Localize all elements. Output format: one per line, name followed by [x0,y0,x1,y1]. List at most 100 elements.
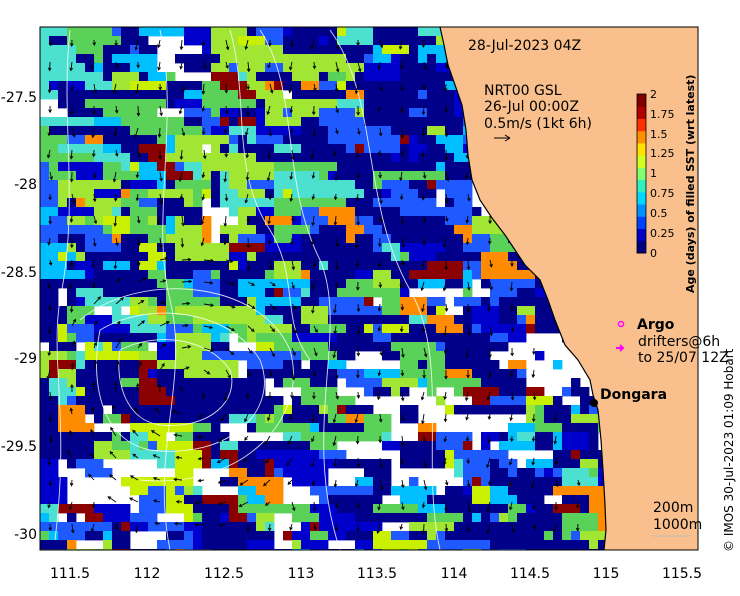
sst-pixel [418,36,428,46]
sst-pixel [463,261,473,271]
sst-pixel [247,369,257,379]
sst-pixel [274,459,284,469]
sst-pixel [85,531,95,541]
sst-pixel [202,504,212,514]
sst-pixel [373,477,383,487]
sst-pixel [490,378,500,388]
sst-pixel [445,261,455,271]
sst-pixel [247,513,257,523]
sst-pixel [472,315,482,325]
sst-pixel [454,486,464,496]
current-vector [69,39,74,48]
sst-pixel [94,171,104,181]
sst-pixel [202,135,212,145]
sst-pixel [436,144,446,154]
sst-pixel [301,36,311,46]
current-vector [355,281,360,291]
sst-pixel [130,414,140,424]
sst-pixel [166,324,176,334]
sst-pixel [436,54,446,64]
sst-pixel [148,261,158,271]
sst-pixel [67,369,77,379]
sst-pixel [400,450,410,460]
sst-pixel [139,27,149,37]
sst-pixel [400,333,410,343]
current-vector [203,347,214,353]
sst-pixel [391,45,401,55]
sst-pixel [391,126,401,136]
sst-pixel [400,126,410,136]
sst-pixel [445,369,455,379]
sst-pixel [418,117,428,127]
current-vector [197,456,205,461]
sst-pixel [40,135,50,145]
sst-pixel [211,495,221,505]
sst-pixel [229,45,239,55]
sst-pixel [310,387,320,397]
sst-pixel [247,261,257,271]
sst-pixel [121,27,131,37]
sst-pixel [427,54,437,64]
sst-pixel [499,522,509,532]
sst-pixel [427,117,437,127]
sst-pixel [436,315,446,325]
current-vector [443,413,448,423]
sst-pixel [292,513,302,523]
sst-pixel [85,279,95,289]
sst-pixel [130,99,140,109]
sst-pixel [418,504,428,514]
current-vector [356,303,361,313]
sst-pixel [49,171,59,181]
sst-pixel [112,405,122,415]
sst-pixel [283,261,293,271]
sst-pixel [274,144,284,154]
sst-pixel [301,216,311,226]
sst-pixel [589,522,599,532]
sst-pixel [328,522,338,532]
sst-pixel [67,432,77,442]
sst-pixel [112,513,122,523]
sst-pixel [310,360,320,370]
sst-pixel [184,477,194,487]
streamline [96,312,265,452]
plot-frame [39,26,699,551]
sst-pixel [265,468,275,478]
sst-pixel [94,396,104,406]
sst-pixel [562,405,572,415]
current-vector [486,457,491,469]
sst-pixel [58,126,68,136]
sst-pixel [436,450,446,460]
sst-pixel [355,297,365,307]
current-vector [179,149,184,161]
sst-pixel [193,441,203,451]
sst-pixel [310,342,320,352]
sst-pixel [553,513,563,523]
sst-pixel [310,207,320,217]
sst-pixel [148,513,158,523]
sst-pixel [247,459,257,469]
sst-pixel [490,369,500,379]
sst-pixel [436,171,446,181]
sst-pixel [535,396,545,406]
sst-pixel [283,423,293,433]
sst-pixel [472,531,482,541]
sst-pixel [103,234,113,244]
sst-pixel [175,540,185,550]
sst-pixel [409,252,419,262]
sst-pixel [382,531,392,541]
sst-pixel [292,432,302,442]
sst-pixel [418,423,428,433]
sst-pixel [328,99,338,109]
current-vector [509,501,513,511]
sst-pixel [112,351,122,361]
sst-pixel [382,477,392,487]
sst-pixel [355,459,365,469]
sst-pixel [112,27,122,37]
current-vector [289,171,294,181]
sst-pixel [319,513,329,523]
sst-pixel [364,477,374,487]
current-vector [399,523,404,531]
current-vector [223,127,228,135]
sst-pixel [148,414,158,424]
sst-pixel [301,180,311,190]
